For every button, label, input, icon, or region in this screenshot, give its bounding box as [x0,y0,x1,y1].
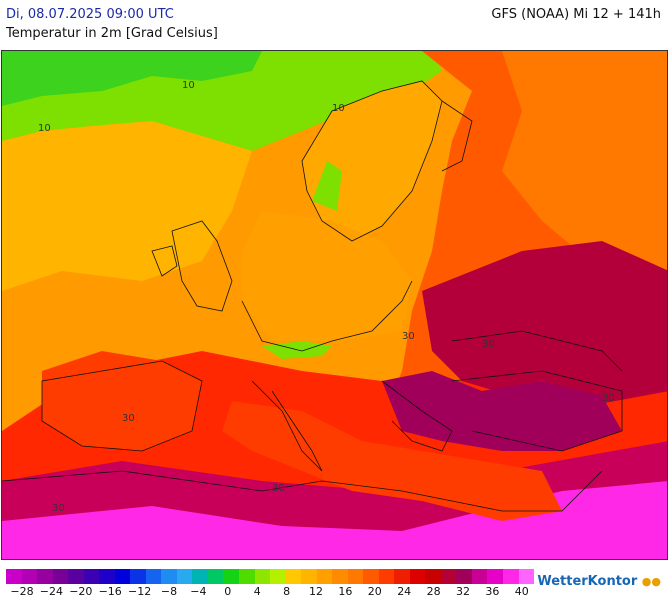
iberia-field [42,351,202,451]
color-scale-tick: 32 [456,585,470,598]
east-hot-core [422,241,667,451]
isotherm-label: 30 [402,331,415,342]
temperature-map: 10 10 10 30 30 30 30 30 30 [1,50,668,560]
color-scale-tick: −4 [190,585,207,598]
mediterranean-field [222,401,562,521]
color-scale-tick: −12 [127,585,152,598]
isotherm-label: 10 [332,103,345,114]
color-scale-swatch [440,569,457,584]
color-scale-swatch [316,569,333,584]
isotherm-label: 10 [38,123,51,134]
color-scale-swatch [378,569,395,584]
color-scale-tick: 12 [309,585,323,598]
brand-mark-icon: ●● [641,575,661,588]
color-scale-swatch [6,569,22,584]
color-scale-swatch [471,569,488,584]
color-scale-swatch [487,569,503,584]
color-scale-swatch [21,569,38,584]
color-scale [6,569,535,584]
northeast-field [502,51,667,310]
color-scale-tick: 28 [426,585,441,598]
brand-logo: WetterKontor ●● [537,574,661,589]
isotherm-label: 10 [182,80,195,91]
color-scale-tick: 20 [367,585,382,598]
color-scale-swatch [176,569,193,584]
color-scale-swatch [114,569,131,584]
color-scale-swatch [301,569,317,584]
color-scale-tick: 24 [397,585,412,598]
color-scale-swatch [192,569,208,584]
color-scale-swatch [285,569,302,584]
anatolia-field [382,371,622,451]
sahara-field [2,481,667,559]
color-scale-tick: 8 [283,585,291,598]
color-scale-swatch [238,569,255,584]
color-scale-swatch [99,569,115,584]
color-scale-swatch [207,569,224,584]
central-europe-field [242,211,412,341]
isotherm-label: 30 [602,393,615,404]
isotherm-label: 30 [272,483,285,494]
coastlines [2,80,623,512]
color-scale-swatch [145,569,162,584]
coolest-band [2,51,262,106]
color-scale-tick: −16 [98,585,122,598]
color-scale-tick: −8 [160,585,178,598]
norway-cool-patch [312,161,342,211]
forecast-datetime: Di, 08.07.2025 09:00 UTC [6,7,174,22]
header: Di, 08.07.2025 09:00 UTC Temperatur in 2… [0,0,669,50]
color-scale-ticks: −28 −24 −20 −16 −12 −8 −4 0 4 8 12 16 20 24 28 32 36 40 [0,585,560,599]
color-scale-swatch [363,569,379,584]
isotherm-label: 30 [122,413,135,424]
brand-name: WetterKontor [537,574,638,589]
color-scale-tick: −28 [10,585,34,598]
color-scale-swatch [503,569,519,584]
color-scale-tick: −20 [69,585,93,598]
color-scale-swatch [409,569,426,584]
color-scale-swatch [161,569,177,584]
color-scale-swatch [223,569,239,584]
isotherm-label: 30 [52,503,65,514]
color-scale-tick: 36 [485,585,500,598]
color-scale-swatch [425,569,441,584]
color-scale-swatch [68,569,84,584]
color-scale-swatch [456,569,472,584]
color-scale-swatch [254,569,271,584]
color-scale-tick: 0 [224,585,232,598]
color-scale-tick: −24 [39,585,63,598]
atlantic-field [2,121,252,291]
model-run-label: GFS (NOAA) Mi 12 + 141h [491,7,661,22]
color-scale-swatch [518,569,535,584]
color-scale-tick: 40 [514,585,529,598]
map-canvas: 10 10 10 30 30 30 30 30 30 [2,51,667,559]
isotherm-label: 30 [482,339,495,350]
color-scale-tick: 16 [338,585,353,598]
color-scale-swatch [347,569,364,584]
map-subtitle: Temperatur in 2m [Grad Celsius] [6,26,218,41]
color-scale-swatch [52,569,69,584]
color-scale-swatch [83,569,100,584]
color-scale-swatch [37,569,53,584]
color-scale-swatch [130,569,146,584]
color-scale-swatch [394,569,410,584]
color-scale-swatch [270,569,286,584]
color-scale-swatch [332,569,348,584]
color-scale-tick: 4 [253,585,261,598]
